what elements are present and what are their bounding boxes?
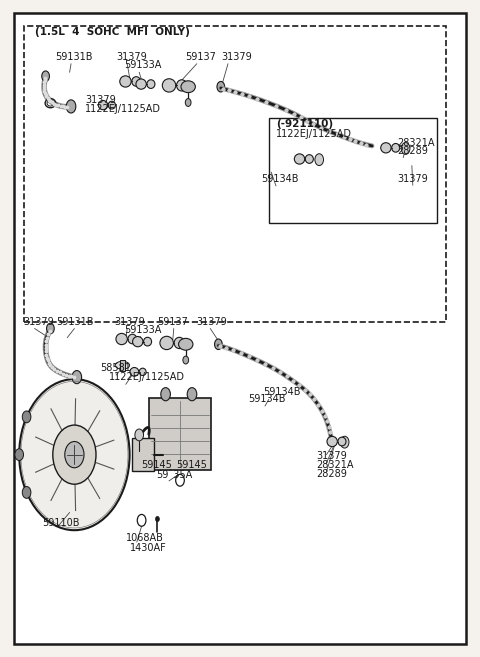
- Ellipse shape: [132, 336, 143, 347]
- Text: 59137: 59137: [157, 317, 188, 327]
- Text: 59131B: 59131B: [57, 317, 94, 327]
- Text: 1430AF: 1430AF: [130, 543, 167, 553]
- Ellipse shape: [160, 336, 173, 350]
- Ellipse shape: [132, 77, 141, 86]
- Text: (-921110): (-921110): [276, 120, 333, 129]
- Ellipse shape: [147, 79, 155, 89]
- Circle shape: [401, 143, 410, 154]
- Text: 59110B: 59110B: [42, 518, 80, 528]
- Ellipse shape: [144, 337, 152, 346]
- Circle shape: [156, 516, 159, 522]
- Circle shape: [161, 388, 170, 401]
- Circle shape: [47, 323, 54, 334]
- Text: 31379: 31379: [23, 317, 54, 327]
- Text: 31379: 31379: [117, 52, 147, 62]
- Text: 59145: 59145: [142, 461, 172, 470]
- Bar: [149, 398, 211, 470]
- Text: 31379: 31379: [222, 52, 252, 62]
- Text: 28289: 28289: [397, 147, 428, 156]
- Bar: [24, 26, 446, 322]
- Ellipse shape: [181, 81, 195, 93]
- Ellipse shape: [98, 101, 108, 110]
- Circle shape: [217, 81, 225, 92]
- Ellipse shape: [338, 437, 346, 446]
- Circle shape: [19, 379, 130, 530]
- Circle shape: [187, 388, 197, 401]
- Ellipse shape: [305, 154, 313, 164]
- Text: 59`35A: 59`35A: [156, 470, 192, 480]
- Text: (1.5L  4  SOHC  MFI  ONLY): (1.5L 4 SOHC MFI ONLY): [35, 27, 190, 37]
- Text: 58581: 58581: [100, 363, 131, 373]
- Text: 59131B: 59131B: [55, 52, 93, 62]
- Circle shape: [22, 411, 31, 423]
- Circle shape: [135, 429, 144, 441]
- Ellipse shape: [128, 334, 137, 344]
- Bar: [269, 118, 437, 223]
- Ellipse shape: [294, 154, 305, 164]
- Ellipse shape: [115, 361, 130, 369]
- Ellipse shape: [139, 368, 146, 376]
- Ellipse shape: [327, 436, 337, 447]
- Ellipse shape: [136, 79, 146, 89]
- Text: 59134B: 59134B: [263, 388, 300, 397]
- Text: 1122EJ/1125AD: 1122EJ/1125AD: [109, 373, 185, 382]
- Circle shape: [183, 356, 189, 364]
- Text: 28289: 28289: [316, 469, 347, 479]
- Ellipse shape: [108, 101, 116, 109]
- Circle shape: [15, 449, 24, 461]
- Text: 59145: 59145: [177, 461, 207, 470]
- Text: 28321A: 28321A: [316, 460, 353, 470]
- Text: 1122EJ/1125AD: 1122EJ/1125AD: [276, 129, 352, 139]
- Circle shape: [42, 71, 49, 81]
- Circle shape: [66, 100, 76, 113]
- Text: 1068AB: 1068AB: [126, 533, 164, 543]
- Text: 28321A: 28321A: [397, 138, 435, 148]
- Ellipse shape: [381, 143, 391, 153]
- Text: 59133A: 59133A: [124, 325, 161, 335]
- Ellipse shape: [120, 76, 131, 87]
- Circle shape: [340, 436, 349, 448]
- Ellipse shape: [179, 338, 193, 350]
- Text: 59133A: 59133A: [124, 60, 161, 70]
- Circle shape: [315, 154, 324, 166]
- Circle shape: [185, 99, 191, 106]
- Bar: [132, 438, 154, 471]
- Circle shape: [53, 425, 96, 484]
- Text: 1122EJ/1125AD: 1122EJ/1125AD: [85, 104, 161, 114]
- Text: 31379: 31379: [397, 174, 428, 184]
- Ellipse shape: [392, 143, 400, 152]
- Ellipse shape: [174, 337, 185, 349]
- Text: 59134B: 59134B: [249, 394, 286, 404]
- Text: 31379: 31379: [196, 317, 227, 327]
- Ellipse shape: [130, 367, 139, 376]
- Text: 31379: 31379: [316, 451, 347, 461]
- Circle shape: [72, 371, 82, 384]
- Text: 31379: 31379: [85, 95, 116, 105]
- Text: 59137: 59137: [185, 52, 216, 62]
- Circle shape: [22, 486, 31, 499]
- Ellipse shape: [162, 79, 176, 92]
- Ellipse shape: [116, 333, 127, 345]
- Ellipse shape: [177, 79, 187, 91]
- Text: 59134B: 59134B: [262, 174, 299, 184]
- Circle shape: [65, 442, 84, 468]
- Bar: [120, 360, 125, 371]
- Text: 31379: 31379: [114, 317, 145, 327]
- Circle shape: [215, 339, 222, 350]
